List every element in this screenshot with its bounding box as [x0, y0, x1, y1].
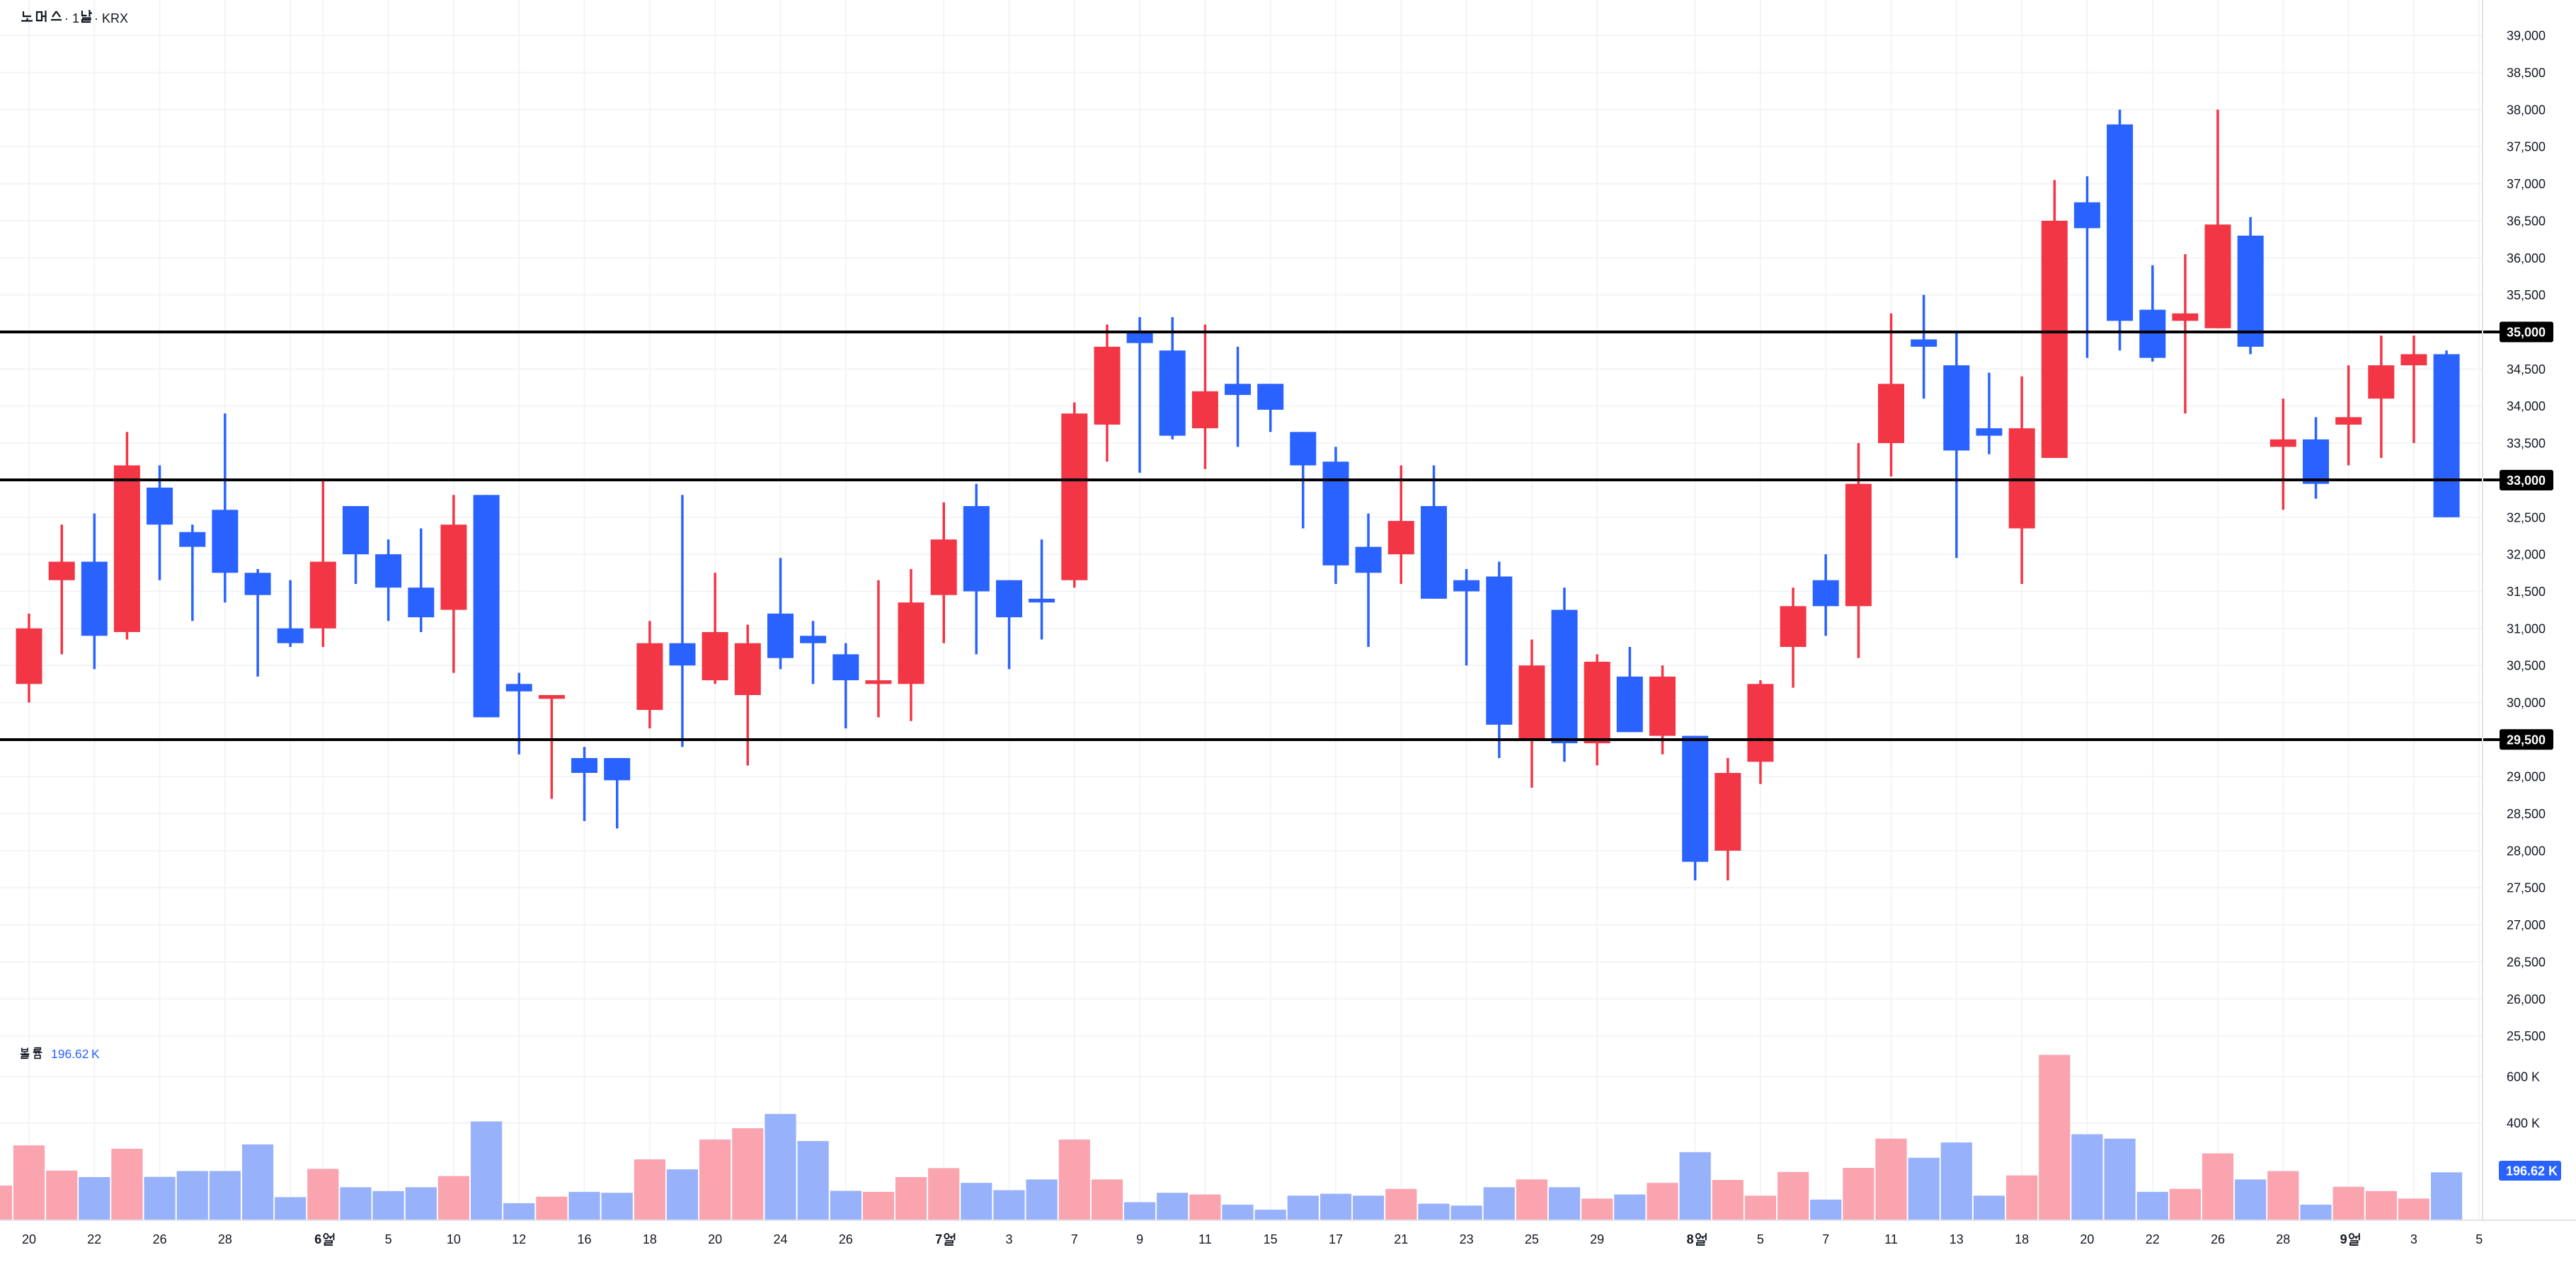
svg-text:8: 8 [1687, 1232, 1694, 1246]
svg-text:24: 24 [773, 1232, 787, 1246]
svg-text:7: 7 [935, 1232, 942, 1246]
svg-text:34,000: 34,000 [2507, 399, 2546, 413]
svg-text:3: 3 [1005, 1232, 1012, 1246]
svg-text:20: 20 [2080, 1232, 2094, 1246]
svg-text:25: 25 [1525, 1232, 1539, 1246]
svg-text:29,500: 29,500 [2507, 733, 2546, 747]
svg-text:26,500: 26,500 [2507, 956, 2546, 970]
svg-text:28: 28 [218, 1232, 232, 1246]
svg-text:32,500: 32,500 [2507, 510, 2546, 524]
svg-text:35,500: 35,500 [2507, 288, 2546, 302]
svg-text:28: 28 [2276, 1232, 2290, 1246]
svg-text:27,000: 27,000 [2507, 918, 2546, 932]
svg-text:18: 18 [643, 1232, 657, 1246]
svg-text:26: 26 [2211, 1232, 2225, 1246]
svg-text:5: 5 [1757, 1232, 1764, 1246]
svg-text:36,000: 36,000 [2507, 251, 2546, 265]
svg-text:13: 13 [1950, 1232, 1964, 1246]
svg-text:400 K: 400 K [2507, 1116, 2540, 1130]
svg-text:196.62 K: 196.62 K [51, 1047, 100, 1061]
svg-text:5: 5 [385, 1232, 392, 1246]
svg-text:196.62 K: 196.62 K [2506, 1164, 2558, 1178]
svg-text:· 1: · 1 [64, 11, 79, 25]
svg-text:7: 7 [1071, 1232, 1078, 1246]
svg-text:27,500: 27,500 [2507, 881, 2546, 895]
svg-text:20: 20 [708, 1232, 722, 1246]
svg-text:17: 17 [1329, 1232, 1343, 1246]
svg-text:31,000: 31,000 [2507, 621, 2546, 636]
svg-text:34,500: 34,500 [2507, 362, 2546, 377]
svg-text:11: 11 [1198, 1232, 1212, 1246]
svg-text:3: 3 [2410, 1232, 2417, 1246]
svg-text:18: 18 [2015, 1232, 2029, 1246]
svg-text:10: 10 [447, 1232, 461, 1246]
svg-text:12: 12 [512, 1232, 526, 1246]
svg-text:30,500: 30,500 [2507, 659, 2546, 673]
svg-text:36,500: 36,500 [2507, 214, 2546, 228]
svg-text:7: 7 [1822, 1232, 1829, 1246]
svg-text:30,000: 30,000 [2507, 696, 2546, 710]
svg-text:38,500: 38,500 [2507, 66, 2546, 80]
svg-text:39,000: 39,000 [2507, 29, 2546, 43]
svg-text:25,500: 25,500 [2507, 1029, 2546, 1043]
svg-text:16: 16 [577, 1232, 591, 1246]
svg-text:29: 29 [1590, 1232, 1604, 1246]
svg-text:33,500: 33,500 [2507, 437, 2546, 451]
svg-text:15: 15 [1264, 1232, 1278, 1246]
svg-text:20: 20 [22, 1232, 36, 1246]
svg-text:· KRX: · KRX [94, 11, 128, 25]
svg-text:5: 5 [2475, 1232, 2483, 1246]
svg-text:9: 9 [1136, 1232, 1143, 1246]
svg-text:6: 6 [314, 1232, 321, 1246]
svg-text:22: 22 [2146, 1232, 2160, 1246]
svg-text:35,000: 35,000 [2507, 326, 2546, 340]
svg-text:28,500: 28,500 [2507, 807, 2546, 821]
svg-text:11: 11 [1884, 1232, 1898, 1246]
svg-text:28,000: 28,000 [2507, 844, 2546, 858]
svg-text:38,000: 38,000 [2507, 103, 2546, 117]
svg-text:29,000: 29,000 [2507, 770, 2546, 784]
svg-text:26,000: 26,000 [2507, 992, 2546, 1006]
svg-text:23: 23 [1460, 1232, 1474, 1246]
svg-text:31,500: 31,500 [2507, 585, 2546, 599]
svg-text:37,000: 37,000 [2507, 177, 2546, 191]
svg-text:600 K: 600 K [2507, 1069, 2540, 1084]
svg-text:21: 21 [1394, 1232, 1408, 1246]
svg-text:33,000: 33,000 [2507, 474, 2546, 488]
svg-text:32,000: 32,000 [2507, 548, 2546, 562]
svg-text:37,500: 37,500 [2507, 140, 2546, 154]
svg-text:26: 26 [839, 1232, 853, 1246]
svg-text:26: 26 [153, 1232, 167, 1246]
svg-text:22: 22 [87, 1232, 101, 1246]
svg-text:9: 9 [2340, 1232, 2347, 1246]
